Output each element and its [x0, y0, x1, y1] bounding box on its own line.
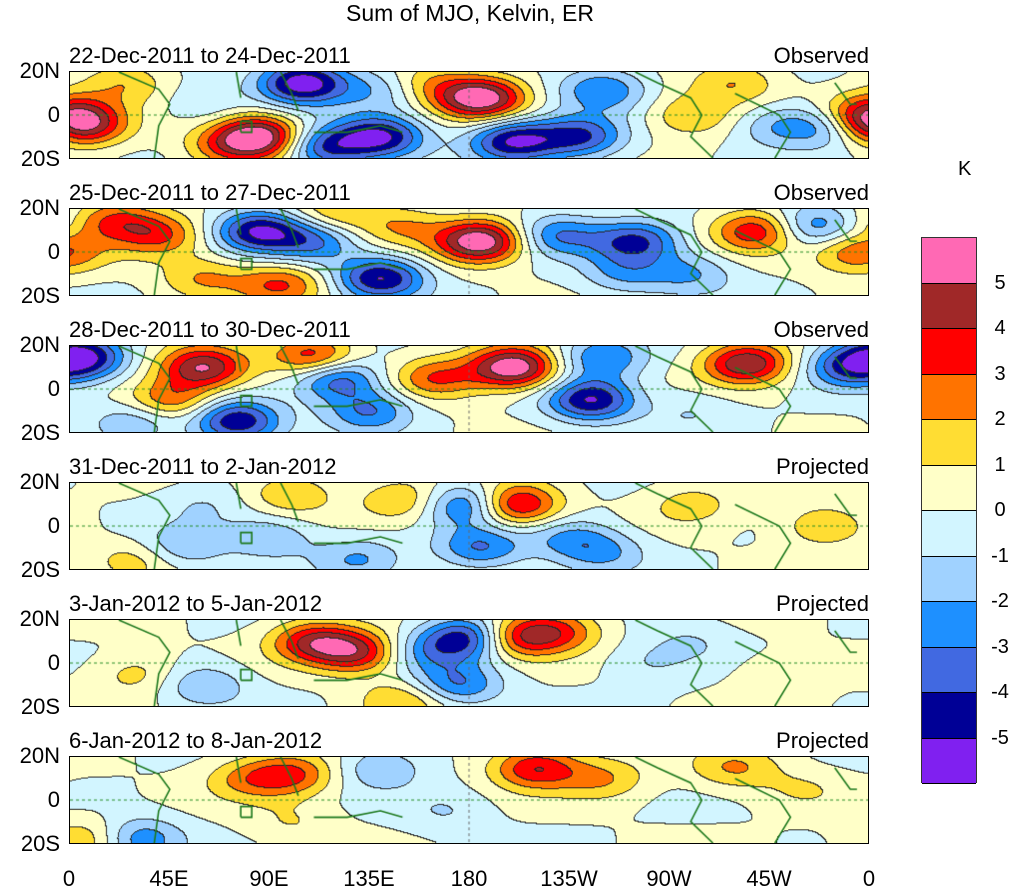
- panel-period: 25-Dec-2011 to 27-Dec-2011: [69, 180, 351, 205]
- contour-field: [70, 346, 868, 432]
- colorbar-swatch: [922, 329, 976, 375]
- colorbar-level-label: -3: [991, 635, 1009, 658]
- colorbar-level-label: -4: [991, 681, 1009, 703]
- panel-kind: Observed: [773, 180, 869, 205]
- y-tick-label: 0: [47, 102, 60, 127]
- chart-title: Sum of MJO, Kelvin, ER: [346, 0, 594, 26]
- x-tick-label: 90W: [646, 866, 692, 891]
- y-tick-label: 20S: [20, 831, 60, 856]
- contour-field: [70, 620, 868, 706]
- panel-period: 31-Dec-2011 to 2-Jan-2012: [69, 454, 337, 479]
- panel-period: 3-Jan-2012 to 5-Jan-2012: [69, 591, 323, 616]
- panel-kind: Observed: [773, 317, 869, 342]
- colorbar-swatch: [922, 374, 976, 420]
- map-panel: [69, 756, 869, 844]
- y-tick-label: 20N: [19, 332, 60, 357]
- x-tick-label: 135W: [540, 866, 598, 891]
- panel-kind: Projected: [776, 728, 869, 753]
- colorbar-level-label: 3: [994, 362, 1006, 385]
- colorbar-units: K: [958, 158, 972, 180]
- map-panel: [69, 71, 869, 159]
- contour-field: [70, 209, 868, 295]
- y-tick-label: 20N: [19, 195, 60, 220]
- y-tick-label: 0: [47, 376, 60, 401]
- panel-period: 22-Dec-2011 to 24-Dec-2011: [69, 43, 351, 68]
- contour-field: [70, 72, 868, 158]
- y-tick-label: 20N: [19, 469, 60, 494]
- y-tick-label: 0: [47, 787, 60, 812]
- x-tick-label: 45E: [149, 866, 189, 891]
- colorbar-swatch: [922, 693, 976, 739]
- colorbar-swatch: [922, 283, 976, 329]
- panel-period: 28-Dec-2011 to 30-Dec-2011: [69, 317, 351, 342]
- colorbar-level-label: 1: [994, 453, 1006, 476]
- contour-field: [70, 757, 868, 843]
- y-tick-label: 20S: [20, 146, 60, 171]
- x-tick-label: 0: [62, 866, 76, 891]
- colorbar-level-label: 4: [994, 317, 1006, 339]
- colorbar-level-label: -1: [991, 544, 1009, 567]
- x-tick-label: 45W: [746, 866, 792, 891]
- map-panel: [69, 482, 869, 570]
- x-tick-label: 90E: [249, 866, 289, 891]
- y-tick-label: 20S: [20, 694, 60, 719]
- map-panel: [69, 208, 869, 296]
- y-tick-label: 20N: [19, 606, 60, 631]
- colorbar-level-label: 5: [994, 271, 1006, 294]
- y-tick-label: 20N: [19, 743, 60, 768]
- map-panel: [69, 619, 869, 707]
- colorbar-swatch: [922, 465, 976, 511]
- map-panel: [69, 345, 869, 433]
- colorbar-level-label: 2: [994, 408, 1006, 430]
- colorbar-swatch: [922, 602, 976, 648]
- y-tick-label: 20S: [20, 420, 60, 445]
- colorbar-swatch: [922, 238, 976, 284]
- colorbar-swatch: [922, 511, 976, 557]
- colorbar-swatch: [922, 738, 976, 784]
- contour-field: [70, 483, 868, 569]
- y-tick-label: 20S: [20, 283, 60, 308]
- colorbar-level-label: 0: [994, 499, 1006, 521]
- y-tick-label: 0: [47, 650, 60, 675]
- colorbar-level-label: -2: [991, 590, 1009, 612]
- panel-kind: Projected: [776, 591, 869, 616]
- x-tick-label: 135E: [343, 866, 395, 891]
- panel-kind: Projected: [776, 454, 869, 479]
- x-tick-label: 180: [450, 866, 488, 891]
- panel-period: 6-Jan-2012 to 8-Jan-2012: [69, 728, 323, 753]
- x-tick-label: 0: [862, 866, 876, 891]
- y-tick-label: 0: [47, 239, 60, 264]
- colorbar: [921, 237, 977, 784]
- y-tick-label: 20S: [20, 557, 60, 582]
- colorbar-swatch: [922, 556, 976, 602]
- colorbar-swatch: [922, 420, 976, 466]
- colorbar-level-label: -5: [991, 726, 1009, 749]
- colorbar-swatch: [922, 647, 976, 693]
- y-tick-label: 0: [47, 513, 60, 538]
- y-tick-label: 20N: [19, 58, 60, 83]
- panel-kind: Observed: [773, 43, 869, 68]
